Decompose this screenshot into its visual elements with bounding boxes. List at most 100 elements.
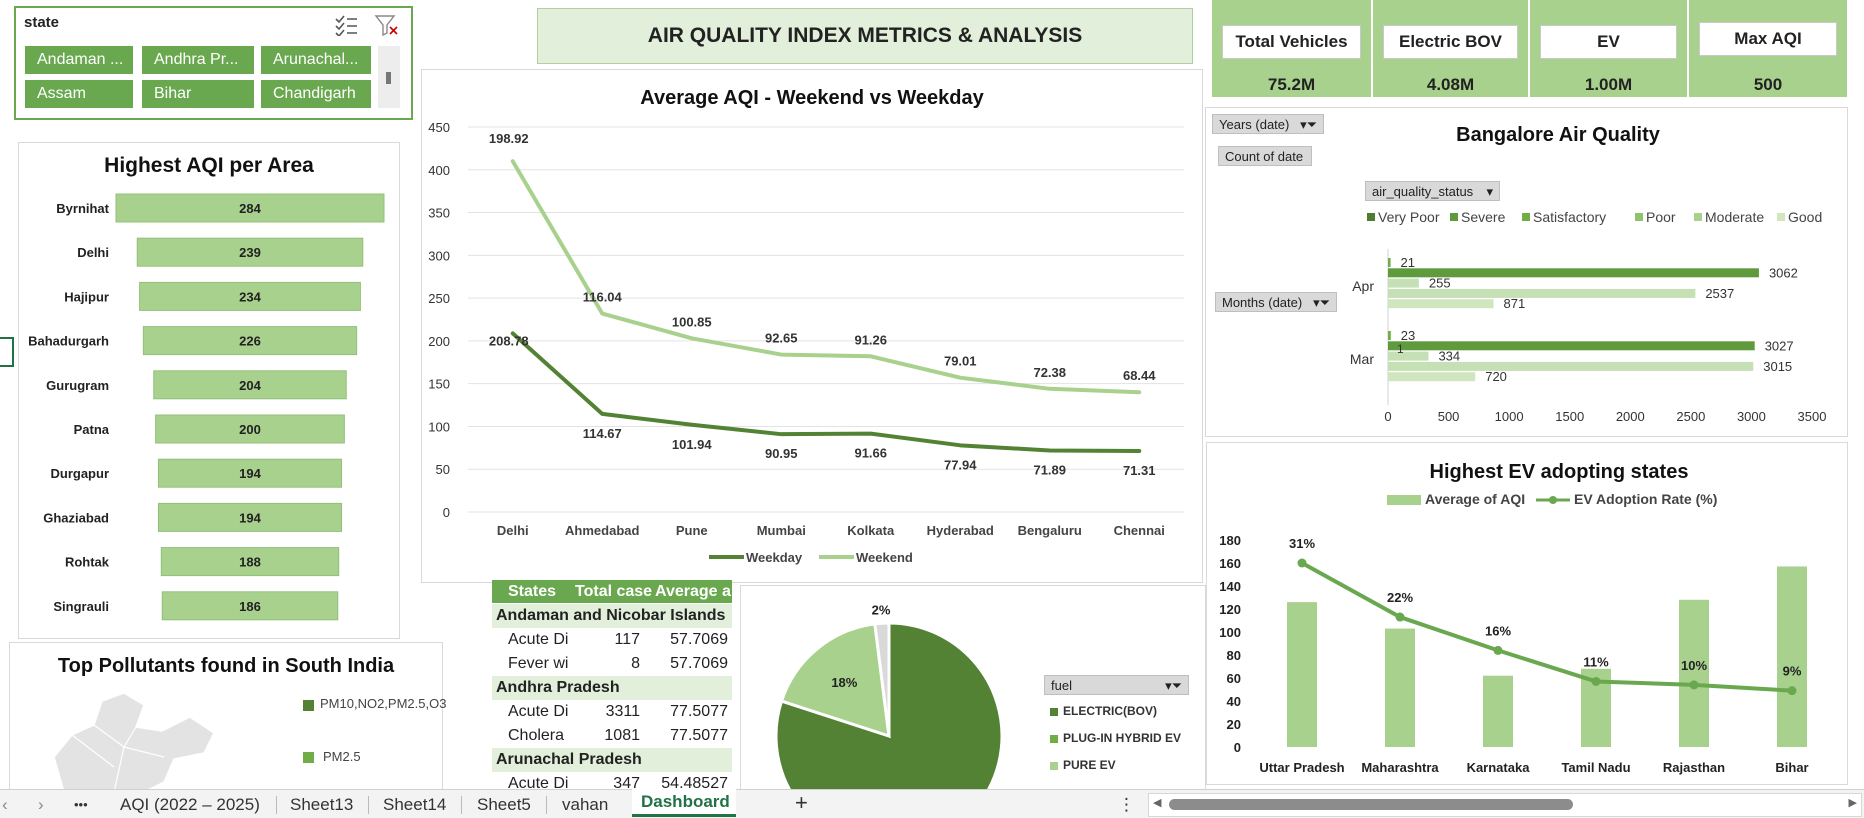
tab-dashboard-label: Dashboard — [641, 792, 730, 811]
data-label: 77.94 — [944, 457, 977, 472]
scroll-right-icon[interactable]: ▶ — [1848, 797, 1857, 809]
series-line-weekend — [510, 159, 1142, 395]
data-label: 188 — [239, 555, 261, 570]
table-cell: Fever wi — [508, 655, 569, 672]
tab-divider — [276, 796, 277, 814]
data-label: 91.26 — [854, 332, 887, 347]
legend-label: PURE EV — [1063, 758, 1116, 772]
tab-sheet5[interactable]: Sheet5 — [477, 795, 531, 814]
slicer-scrollbar[interactable] — [378, 46, 400, 108]
tab-next-button[interactable]: › — [38, 795, 44, 814]
tab-options-menu[interactable]: ⋮ — [1118, 795, 1135, 814]
fuel-filter-button[interactable]: fuel ▾⏷ — [1044, 675, 1189, 695]
category-label: Patna — [74, 422, 110, 437]
series-point — [1591, 676, 1601, 686]
bar — [1388, 288, 1696, 298]
x-tick-label: Mumbai — [757, 523, 806, 538]
table-group-row[interactable]: Andaman and Nicobar Islands — [492, 604, 732, 628]
series-point — [1493, 645, 1503, 655]
series-line-weekday — [510, 331, 1142, 453]
months-filter-button[interactable]: Months (date) ▾⏷ — [1215, 292, 1337, 312]
horizontal-scrollbar[interactable]: ◀ ▶ — [1148, 793, 1862, 817]
table-row[interactable]: Cholera 1081 77.5077 — [492, 724, 732, 748]
cell-selection[interactable] — [0, 337, 14, 367]
table-cell: 3311 — [605, 703, 640, 720]
slicer-item[interactable]: Andhra Pr... — [142, 46, 254, 74]
table-row[interactable]: Acute Di 117 57.7069 — [492, 628, 732, 652]
table-row[interactable]: Acute Di 347 54.48527 — [492, 772, 732, 789]
y-tick-label: 80 — [1227, 648, 1241, 663]
column-header[interactable]: Average a — [655, 583, 731, 600]
bar — [1388, 341, 1755, 351]
pie-slice — [774, 621, 1004, 790]
slicer-item[interactable]: Assam — [25, 80, 133, 108]
data-label: 1 — [1397, 342, 1404, 356]
kpi-card-electric-bov: Electric BOV 4.08M — [1373, 0, 1528, 97]
add-sheet-button[interactable]: + — [795, 790, 808, 815]
bar — [1679, 599, 1709, 747]
bar — [1388, 258, 1391, 267]
bar — [136, 237, 364, 267]
clear-filter-icon[interactable] — [374, 14, 400, 36]
chart-title: Bangalore Air Quality — [1456, 124, 1661, 146]
tab-divider — [461, 796, 462, 814]
india-map — [53, 692, 215, 792]
column-header[interactable]: Total case — [575, 583, 653, 600]
bar — [157, 458, 343, 488]
table-cell: 347 — [613, 775, 640, 789]
tab-vahan[interactable]: vahan — [562, 795, 609, 814]
table-row[interactable]: Acute Di 3311 77.5077 — [492, 700, 732, 724]
highest-aqi-panel: Highest AQI per Area Byrnihat 284 Delhi 239… — [18, 142, 400, 639]
tab-dashboard[interactable]: Dashboard — [632, 789, 736, 817]
tab-aqi[interactable]: AQI (2022 – 2025) — [120, 795, 260, 814]
table-cell: Acute Di — [508, 631, 569, 648]
data-label: 186 — [239, 599, 261, 614]
legend-swatch — [1694, 213, 1702, 221]
bar — [161, 591, 339, 621]
more-tabs-button[interactable]: ••• — [74, 797, 88, 812]
data-label: 871 — [1504, 296, 1526, 311]
slicer-item[interactable]: Andaman ... — [25, 46, 133, 74]
chart-title: Highest EV adopting states — [1430, 461, 1689, 483]
category-label: Apr — [1352, 278, 1374, 294]
kpi-label: Total Vehicles — [1222, 25, 1361, 59]
table-group-row[interactable]: Andhra Pradesh — [492, 676, 732, 700]
x-tick-label: Tamil Nadu — [1561, 760, 1630, 775]
data-label: 16% — [1485, 623, 1511, 638]
tab-sheet13[interactable]: Sheet13 — [290, 795, 354, 814]
years-filter-button[interactable]: Years (date) ▾⏷ — [1212, 114, 1324, 134]
table-cell: 8 — [631, 655, 640, 672]
column-header[interactable]: States — [508, 583, 557, 600]
scroll-thumb[interactable] — [1169, 799, 1573, 810]
kpi-card-max-aqi: Max AQI 500 — [1689, 0, 1847, 97]
data-label: 239 — [239, 245, 261, 260]
x-tick-label: Pune — [676, 523, 708, 538]
x-tick-label: 2500 — [1676, 409, 1705, 424]
slicer-scroll-thumb[interactable] — [386, 72, 391, 84]
kpi-label: EV — [1540, 25, 1677, 59]
pollutants-panel: Top Pollutants found in South India PM10… — [9, 642, 446, 794]
table-group-row[interactable]: Arunachal Pradesh — [492, 748, 732, 772]
legend-label: Moderate — [1705, 209, 1764, 225]
table-row[interactable]: Fever wi 8 57.7069 — [492, 652, 732, 676]
tab-sheet14[interactable]: Sheet14 — [383, 795, 447, 814]
x-tick-label: 1000 — [1495, 409, 1524, 424]
y-tick-label: 250 — [428, 291, 450, 306]
status-filter-button[interactable]: air_quality_status ▾ — [1365, 181, 1500, 201]
table-cell: Acute Di — [508, 775, 569, 789]
y-tick-label: 450 — [428, 120, 450, 135]
legend-label: Satisfactory — [1533, 209, 1606, 225]
count-field-button[interactable]: Count of date — [1218, 146, 1312, 166]
table-cell: 77.5077 — [670, 703, 728, 720]
bar — [1388, 361, 1754, 371]
data-label: 68.44 — [1123, 368, 1156, 383]
slicer-item[interactable]: Arunachal... — [261, 46, 371, 74]
scroll-left-icon[interactable]: ◀ — [1153, 797, 1162, 809]
legend-label: Weekend — [856, 550, 913, 565]
multiselect-icon[interactable] — [334, 14, 358, 36]
tab-prev-button[interactable]: ‹ — [2, 795, 8, 814]
slicer-item[interactable]: Bihar — [142, 80, 254, 108]
legend-label: Good — [1788, 209, 1822, 225]
data-label: 91.66 — [854, 446, 887, 461]
slicer-item[interactable]: Chandigarh — [261, 80, 371, 108]
